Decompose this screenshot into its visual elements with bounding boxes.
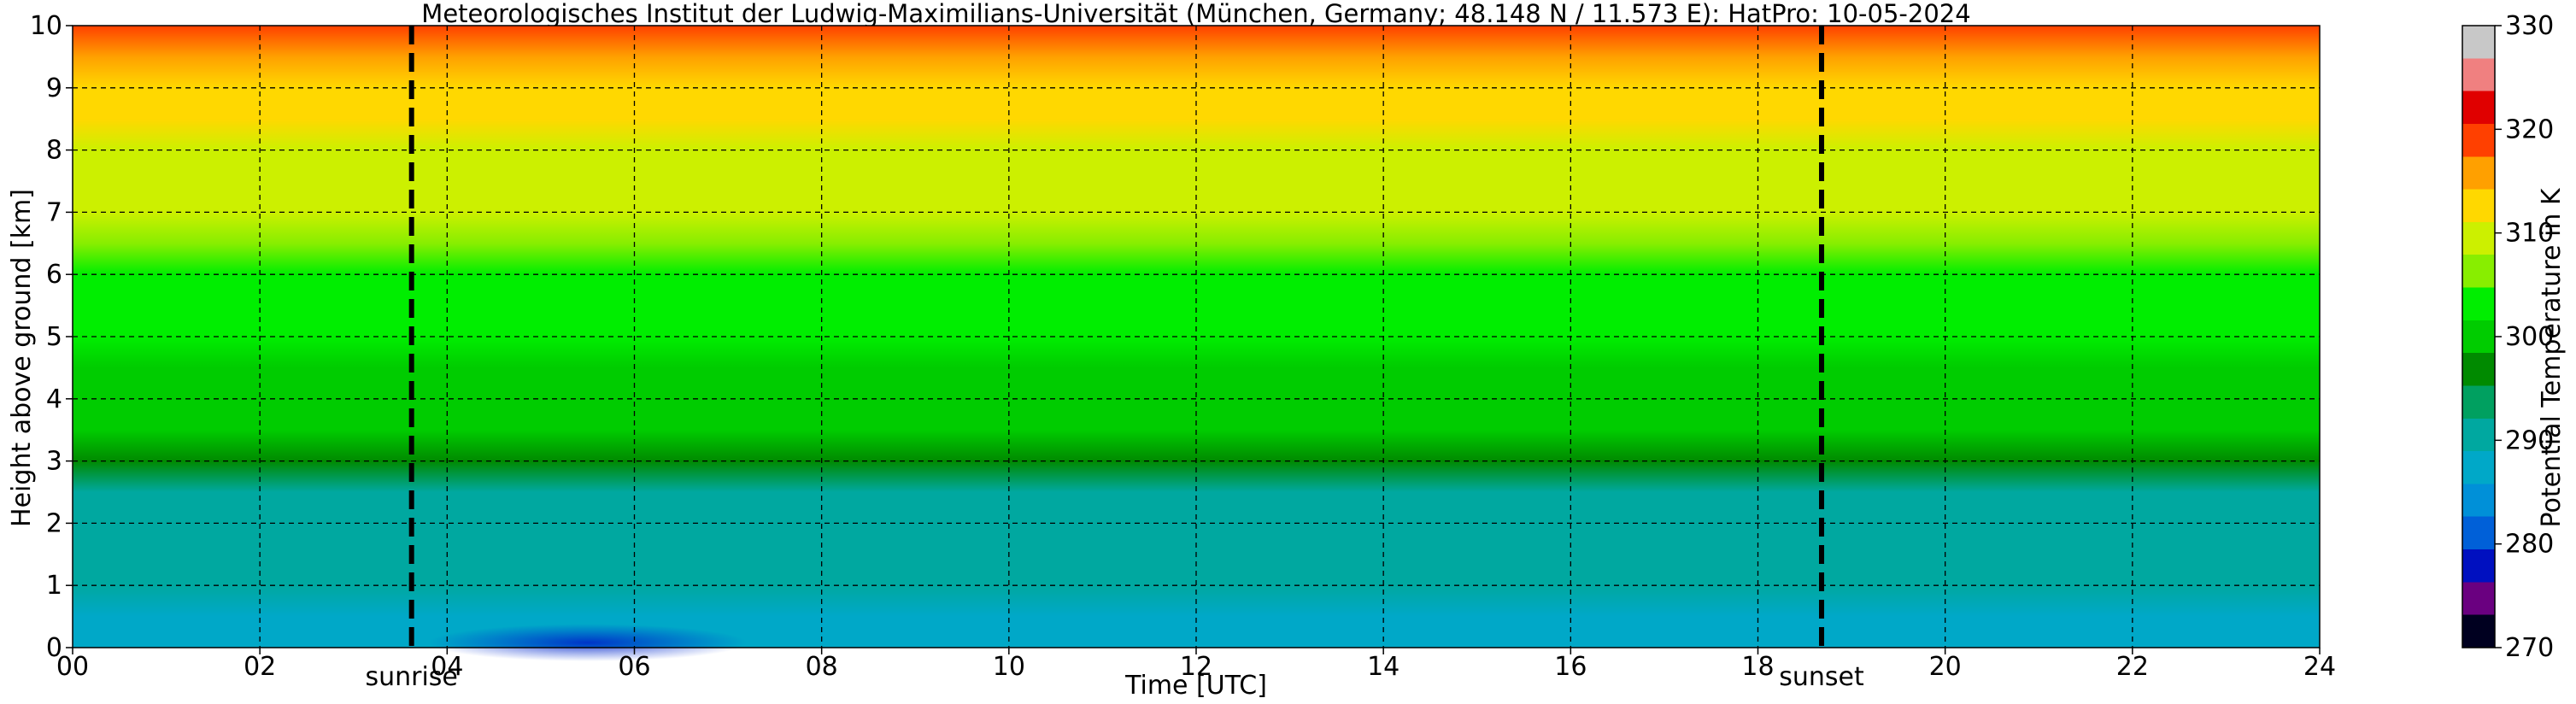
colorbar-tick-label: 270 (2505, 633, 2554, 663)
colorbar-tick-label: 290 (2505, 425, 2554, 455)
y-tick-label: 3 (46, 447, 62, 477)
colorbar-frame (2462, 25, 2496, 648)
y-axis-label: Height above ground [km] (7, 189, 37, 527)
y-tick-label: 6 (46, 260, 62, 290)
colorbar-tick-label: 320 (2505, 114, 2554, 144)
x-tick-label: 10 (993, 652, 1025, 682)
x-tick-label: 02 (244, 652, 276, 682)
y-tick-label: 4 (46, 384, 62, 414)
y-tick-label: 9 (46, 73, 62, 103)
colorbar-label: Potential Temperature in K (2537, 187, 2567, 527)
y-tick-label: 7 (46, 197, 62, 227)
sunrise-marker-label: sunrise (365, 662, 457, 692)
x-tick-label: 14 (1367, 652, 1399, 682)
x-tick-label: 12 (1180, 652, 1212, 682)
x-axis: 00 02 04 06 08 10 12 14 16 18 20 22 24 (56, 648, 2336, 682)
x-tick-label: 00 (56, 652, 89, 682)
x-tick-label: 04 (431, 652, 463, 682)
plot-area: sunrise sunset (72, 25, 2321, 692)
cold-surface-patch (428, 624, 747, 662)
y-tick-label: 8 (46, 136, 62, 166)
y-tick-label: 2 (46, 508, 62, 538)
colorbar-tick-label: 280 (2505, 530, 2554, 560)
colorbar: 270 280 290 300 310 320 330 Potential Temperat… (2462, 11, 2567, 663)
colorbar-tick-label: 310 (2505, 219, 2554, 249)
sunset-marker-label: sunset (1779, 662, 1864, 692)
x-axis-label: Time [UTC] (1124, 671, 1267, 701)
x-tick-label: 24 (2303, 652, 2336, 682)
x-tick-label: 08 (806, 652, 838, 682)
colorbar-tick-label: 330 (2505, 11, 2554, 41)
x-tick-label: 20 (1929, 652, 1962, 682)
x-tick-label: 06 (618, 652, 650, 682)
colorbar-ticks: 270 280 290 300 310 320 330 (2495, 11, 2554, 663)
grid (73, 26, 2320, 648)
y-tick-label: 10 (30, 11, 62, 41)
colorbar-tick-label: 300 (2505, 322, 2554, 352)
sun-markers: sunrise sunset (365, 26, 1864, 692)
y-tick-label: 1 (46, 571, 62, 601)
colorbar-gradient (2462, 26, 2495, 648)
x-tick-label: 22 (2116, 652, 2149, 682)
y-tick-label: 5 (46, 322, 62, 352)
chart-title: Meteorologisches Institut der Ludwig-Max… (421, 0, 1970, 28)
x-tick-label: 18 (1741, 652, 1774, 682)
y-tick-label: 0 (46, 633, 62, 663)
y-axis: 0 1 2 3 4 5 6 7 8 9 10 (30, 11, 73, 663)
x-tick-label: 16 (1554, 652, 1587, 682)
